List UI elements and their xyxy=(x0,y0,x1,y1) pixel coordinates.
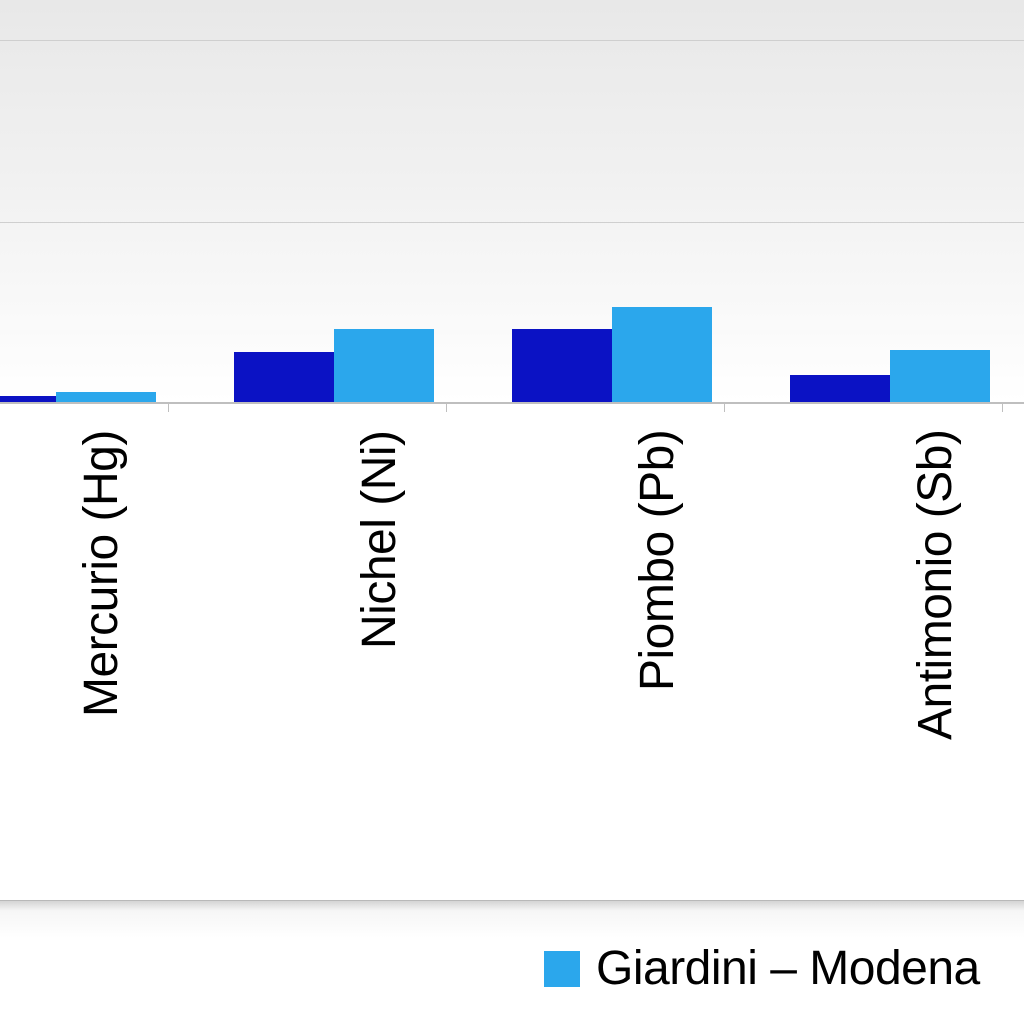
x-tick xyxy=(724,402,725,412)
x-axis-label: Mercurio (Hg) xyxy=(74,430,129,717)
bar xyxy=(56,392,156,402)
x-tick xyxy=(446,402,447,412)
plot-area xyxy=(0,0,1024,402)
legend: Giardini – Modena xyxy=(0,900,1024,1024)
gridline xyxy=(0,222,1024,223)
x-tick xyxy=(168,402,169,412)
x-axis-label: Antimonio (Sb) xyxy=(908,430,963,740)
bar xyxy=(890,350,990,402)
legend-item: Giardini – Modena xyxy=(544,941,980,996)
x-axis-baseline xyxy=(0,402,1024,404)
bar xyxy=(234,352,334,402)
bar xyxy=(612,307,712,402)
x-tick xyxy=(1002,402,1003,412)
x-axis-labels: Mercurio (Hg) Nichel (Ni) Piombo (Pb) Antim… xyxy=(0,420,1024,880)
gridline xyxy=(0,40,1024,41)
bar xyxy=(512,329,612,402)
legend-label: Giardini – Modena xyxy=(596,941,980,996)
legend-swatch xyxy=(544,951,580,987)
x-axis-label: Nichel (Ni) xyxy=(352,430,407,649)
x-axis-label: Piombo (Pb) xyxy=(630,430,685,691)
bar xyxy=(334,329,434,402)
bar xyxy=(790,375,890,402)
chart-container: Mercurio (Hg) Nichel (Ni) Piombo (Pb) Antim… xyxy=(0,0,1024,1024)
